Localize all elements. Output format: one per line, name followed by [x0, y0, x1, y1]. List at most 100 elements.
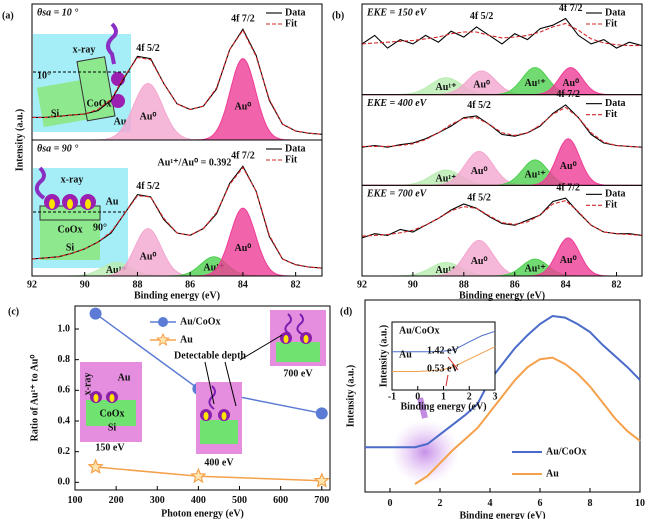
schematic-label: CoOx [58, 224, 83, 235]
legend-label: Data [605, 98, 626, 109]
peak-line-label: 4f 7/2 [231, 151, 255, 162]
x-tick-label: 600 [273, 495, 288, 506]
peak-line-label: 4f 5/2 [136, 43, 160, 54]
legend-label: Au [546, 468, 559, 479]
y-tick-label: 0.2 [58, 446, 71, 457]
peak-line-label: 4f 7/2 [231, 14, 255, 25]
spectrum-line [362, 19, 642, 49]
peak-line-label: 4f 5/2 [470, 11, 494, 22]
x-tick-label: 88 [132, 279, 142, 290]
y-tick-label: 0.6 [58, 385, 71, 396]
schematic-label: 700 eV [283, 368, 313, 379]
x-tick-label: 8 [588, 498, 593, 509]
peak-name: Au⁰ [473, 79, 490, 90]
x-tick-label: 86 [510, 279, 520, 290]
data-point [192, 469, 205, 482]
panel-label: (a) [2, 10, 14, 21]
subplot-title: EKE = 150 eV [366, 7, 428, 18]
legend-label: Au [399, 349, 412, 360]
spectrum-line [362, 201, 642, 237]
legend-label: Fit [285, 18, 298, 29]
legend-label: Data [605, 7, 626, 18]
data-line [96, 467, 322, 481]
schematic-au-core [204, 412, 209, 420]
schematic-label: x-ray [82, 373, 93, 396]
peak-name: Au⁰ [235, 243, 252, 254]
fit-peak [362, 240, 642, 276]
x-tick-label: 84 [561, 279, 571, 290]
schematic-label: 10° [37, 70, 51, 81]
legend-label: Au/CoOx [180, 316, 221, 327]
x-tick-label: 82 [612, 279, 622, 290]
legend-label: Fit [605, 109, 618, 120]
panel-label: (d) [340, 306, 352, 317]
peak-line-label: 4f 5/2 [136, 181, 160, 192]
peak-line-label: 4f 5/2 [467, 193, 491, 204]
annotation: Au¹⁺/Au⁰ = 0.392 [157, 157, 231, 168]
subplot-title: θsa = 10 ° [37, 7, 78, 18]
spectrum-line [362, 107, 642, 147]
schematic-au-core [284, 335, 289, 343]
peak-line-label: 4f 7/2 [556, 182, 580, 193]
peak-name: Au⁰ [140, 112, 157, 123]
schematic-label: CoOx [100, 408, 125, 419]
schematic-au-core [49, 199, 55, 209]
schematic-au [111, 72, 125, 86]
x-tick-label: 84 [238, 279, 248, 290]
x-tick-label: 3 [493, 391, 498, 402]
peak-name: Au⁰ [471, 166, 488, 177]
schematic-label: 400 eV [204, 457, 234, 468]
panel-label: (b) [332, 10, 344, 21]
peak-name: Au⁰ [235, 102, 252, 113]
schematic-au-core [222, 412, 227, 420]
legend-label: Data [605, 189, 626, 200]
schematic-label: 150 eV [95, 442, 125, 453]
annotation: 1.42 eV [427, 345, 459, 356]
peak-name: Au⁰ [560, 255, 577, 266]
fit-peak [362, 71, 642, 95]
x-tick-label: 300 [150, 495, 165, 506]
peak-name: Au⁰ [140, 251, 157, 262]
glow [391, 420, 459, 484]
legend-label: Data [285, 143, 306, 154]
x-tick-label: -1 [388, 391, 396, 402]
x-tick-label: 90 [80, 279, 90, 290]
peak-line-label: 4f 5/2 [467, 100, 491, 111]
x-tick-label: 400 [191, 495, 206, 506]
schematic-label: CoOx [87, 98, 112, 109]
schematic-au-core [94, 394, 99, 402]
x-tick-label: 88 [459, 279, 469, 290]
x-tick-label: 86 [185, 279, 195, 290]
data-point [315, 474, 328, 487]
peak-name: Au¹⁺ [525, 78, 546, 89]
x-tick-label: 6 [538, 498, 543, 509]
subplot-title: EKE = 400 eV [366, 98, 428, 109]
peak-name: Au⁰ [562, 78, 579, 89]
schematic-label: x-ray [61, 174, 84, 185]
schematic-au-core [85, 199, 91, 209]
x-tick-label: 2 [438, 498, 443, 509]
schematic-si [276, 342, 320, 362]
x-tick-label: 10 [635, 498, 645, 509]
x-axis-label: Photon energy (eV) [161, 508, 244, 519]
y-axis-label: Ratio of Au¹⁺ to Au⁰ [29, 355, 40, 442]
y-tick-label: 1.0 [58, 323, 71, 334]
schematic-si [37, 80, 88, 127]
schematic-label: Au [118, 372, 131, 383]
x-axis-label: Binding energy (eV) [459, 510, 545, 519]
x-tick-label: 92 [27, 279, 37, 290]
schematic-label: x-ray [73, 44, 96, 55]
y-tick-label: 0.8 [58, 354, 71, 365]
data-point [89, 460, 102, 473]
x-tick-label: 200 [109, 495, 124, 506]
data-point [90, 308, 102, 320]
legend-marker [157, 334, 168, 345]
schematic-au-core [110, 394, 115, 402]
peak-name: Au⁰ [560, 161, 577, 172]
subplot-title: EKE = 700 eV [366, 189, 428, 200]
y-tick-label: 0.4 [58, 415, 71, 426]
y-axis-label: Intensity (a.u.) [378, 325, 389, 388]
data-point [316, 407, 328, 419]
x-axis-label: Binding energy (eV) [400, 401, 486, 412]
x-axis-label: Binding energy (eV) [134, 290, 220, 301]
